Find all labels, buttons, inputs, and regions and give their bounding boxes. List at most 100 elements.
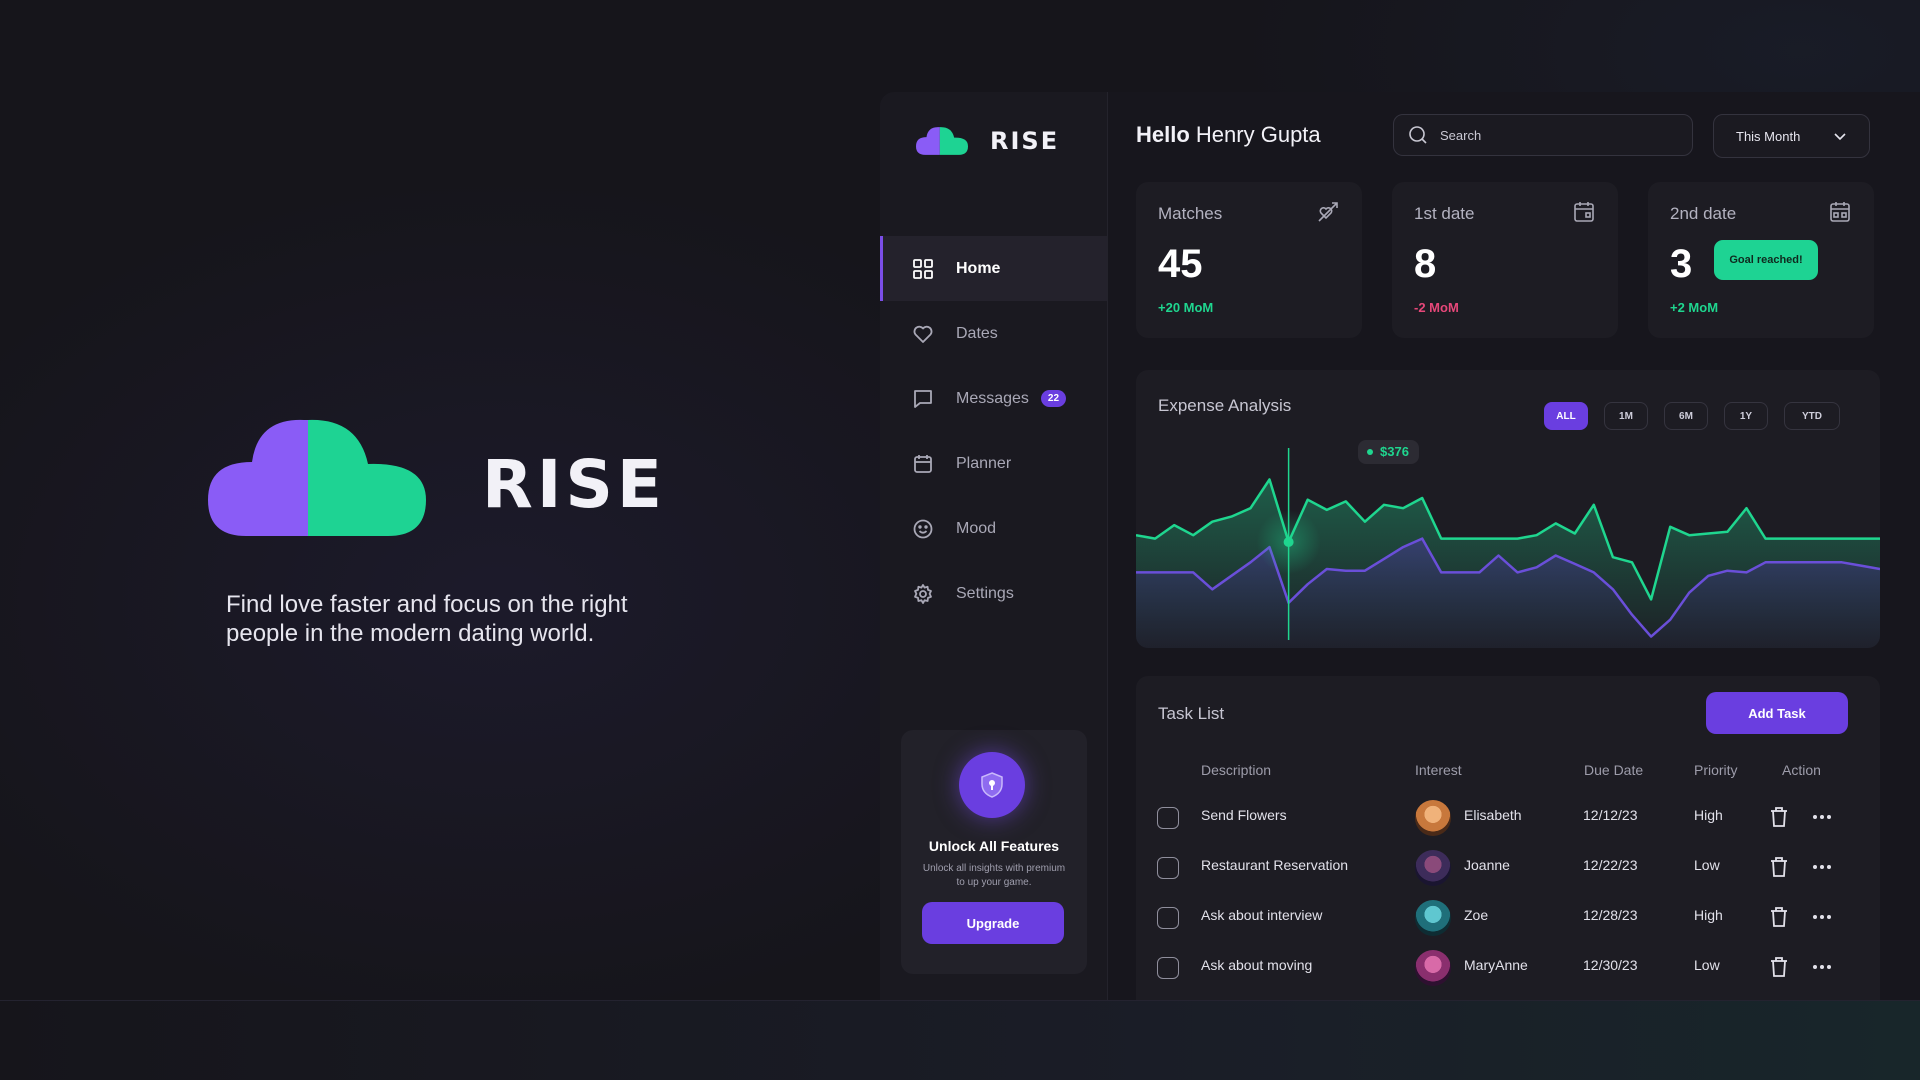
trash-icon[interactable] xyxy=(1769,906,1789,928)
heart-icon xyxy=(912,323,934,345)
column-header: Description xyxy=(1201,762,1272,778)
chart-tooltip: $376 xyxy=(1358,440,1419,464)
cloud-logo-icon xyxy=(916,127,968,155)
greeting: Hello Henry Gupta xyxy=(1136,122,1321,148)
task-description: Restaurant Reservation xyxy=(1201,857,1349,873)
chart-title: Expense Analysis xyxy=(1158,396,1292,415)
task-description: Ask about interview xyxy=(1201,907,1323,923)
task-interest: Elisabeth xyxy=(1464,807,1522,823)
calendar-icon xyxy=(1830,202,1850,222)
task-list-card: Task List Add Task Description Interest … xyxy=(1136,676,1880,1000)
search-input[interactable] xyxy=(1440,127,1680,143)
task-due-date: 12/22/23 xyxy=(1583,857,1638,873)
calendar-icon xyxy=(912,453,934,475)
more-options-icon[interactable] xyxy=(1811,956,1833,978)
task-priority: Low xyxy=(1694,957,1720,973)
greeting-name: Henry Gupta xyxy=(1195,122,1321,147)
table-row: Send Flowers Elisabeth 12/12/23 High xyxy=(1136,792,1880,842)
stat-value: 45 xyxy=(1158,242,1203,286)
sidebar-item-mood[interactable]: Mood xyxy=(880,496,1107,561)
task-interest: Zoe xyxy=(1464,907,1489,923)
chart-highlight-point[interactable] xyxy=(1283,536,1294,547)
column-header: Due Date xyxy=(1584,762,1644,778)
stat-card-second-date: 2nd date 3 Goal reached! +2 MoM xyxy=(1648,182,1874,338)
stat-label: 2nd date xyxy=(1670,204,1737,223)
hero-tagline: Find love faster and focus on the right … xyxy=(226,591,628,647)
task-description: Ask about moving xyxy=(1201,957,1313,973)
task-due-date: 12/28/23 xyxy=(1583,907,1638,923)
chart-series-line xyxy=(1136,478,1880,601)
stat-delta: -2 MoM xyxy=(1414,300,1459,315)
smiley-icon xyxy=(912,518,934,540)
stat-delta: +20 MoM xyxy=(1158,300,1214,315)
trash-icon[interactable] xyxy=(1769,806,1789,828)
avatar xyxy=(1415,800,1451,836)
expense-chart-card: Expense Analysis ALL 1M 6M 1Y YTD $376 xyxy=(1136,370,1880,648)
range-tab-ytd[interactable]: YTD xyxy=(1784,402,1840,430)
add-task-button[interactable]: Add Task xyxy=(1706,692,1848,734)
shield-icon xyxy=(959,752,1025,818)
sidebar-item-settings[interactable]: Settings xyxy=(880,561,1107,626)
greeting-hello: Hello xyxy=(1136,122,1190,147)
range-tab-1y[interactable]: 1Y xyxy=(1724,402,1768,430)
task-checkbox[interactable] xyxy=(1157,857,1179,879)
gear-icon xyxy=(912,583,934,605)
grid-icon xyxy=(912,258,934,280)
sidebar-item-dates[interactable]: Dates xyxy=(880,301,1107,366)
sidebar-nav: Home Dates Messages 22 Planner xyxy=(880,236,1107,626)
hero-wordmark: RISE xyxy=(482,446,666,523)
task-priority: High xyxy=(1694,807,1723,823)
task-priority: High xyxy=(1694,907,1723,923)
avatar xyxy=(1415,900,1451,936)
brand-name: RISE xyxy=(990,127,1060,155)
range-tab-all[interactable]: ALL xyxy=(1544,402,1588,430)
sidebar-brand[interactable]: RISE xyxy=(916,126,1059,156)
range-tab-1m[interactable]: 1M xyxy=(1604,402,1648,430)
sidebar-item-label: Planner xyxy=(956,454,1012,472)
task-checkbox[interactable] xyxy=(1157,957,1179,979)
table-row: Restaurant Reservation Joanne 12/22/23 L… xyxy=(1136,842,1880,892)
table-row: Ask about moving MaryAnne 12/30/23 Low xyxy=(1136,942,1880,992)
search-icon xyxy=(1409,126,1427,144)
task-checkbox[interactable] xyxy=(1157,907,1179,929)
cloud-logo-icon xyxy=(208,419,426,536)
upgrade-description: Unlock all insights with premium to up y… xyxy=(922,863,1066,888)
sidebar: RISE Home Dates Messages 22 xyxy=(880,92,1108,1000)
sidebar-item-label: Settings xyxy=(956,584,1014,602)
more-options-icon[interactable] xyxy=(1811,906,1833,928)
calendar-icon xyxy=(1574,202,1594,222)
task-due-date: 12/12/23 xyxy=(1583,807,1638,823)
chart-area-purple xyxy=(1136,538,1880,648)
task-interest: Joanne xyxy=(1464,857,1510,873)
avatar xyxy=(1415,850,1451,886)
more-options-icon[interactable] xyxy=(1811,856,1833,878)
sidebar-item-label: Messages xyxy=(956,389,1029,407)
period-value: This Month xyxy=(1736,128,1801,144)
upgrade-button[interactable]: Upgrade xyxy=(922,902,1064,944)
avatar xyxy=(1415,950,1451,986)
column-header: Action xyxy=(1782,762,1821,778)
stat-value: 3 xyxy=(1670,242,1693,286)
task-due-date: 12/30/23 xyxy=(1583,957,1638,973)
task-checkbox[interactable] xyxy=(1157,807,1179,829)
range-tabs: ALL 1M 6M 1Y YTD xyxy=(1544,402,1856,430)
dashboard-window: RISE Home Dates Messages 22 xyxy=(880,92,1920,1000)
sidebar-item-messages[interactable]: Messages 22 xyxy=(880,366,1107,431)
messages-count-badge: 22 xyxy=(1040,390,1067,407)
upgrade-title: Unlock All Features xyxy=(928,838,1060,854)
column-header: Interest xyxy=(1415,762,1462,778)
range-tab-6m[interactable]: 6M xyxy=(1664,402,1708,430)
sidebar-item-home[interactable]: Home xyxy=(880,236,1107,301)
task-list-title: Task List xyxy=(1158,704,1225,723)
stat-card-matches: Matches 45 +20 MoM xyxy=(1136,182,1362,338)
trash-icon[interactable] xyxy=(1769,956,1789,978)
stat-value: 8 xyxy=(1414,242,1437,286)
period-select[interactable]: This Month xyxy=(1713,114,1870,158)
sidebar-item-planner[interactable]: Planner xyxy=(880,431,1107,496)
sidebar-item-label: Dates xyxy=(956,324,998,342)
more-options-icon[interactable] xyxy=(1811,806,1833,828)
upgrade-card: Unlock All Features Unlock all insights … xyxy=(901,730,1087,974)
search-box[interactable] xyxy=(1393,114,1693,156)
task-priority: Low xyxy=(1694,857,1720,873)
trash-icon[interactable] xyxy=(1769,856,1789,878)
